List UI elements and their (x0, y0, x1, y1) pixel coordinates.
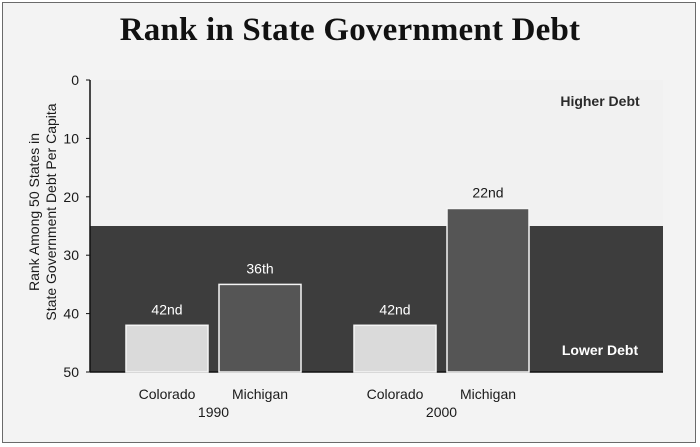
x-category-label: Michigan (232, 386, 288, 402)
y-tick-label: 50 (63, 364, 79, 380)
bar-colorado-1990 (125, 324, 209, 373)
higher-debt-region (90, 80, 663, 226)
y-tick-label: 0 (71, 72, 79, 88)
x-group-label: 1990 (198, 404, 229, 420)
bar-michigan-1990 (218, 283, 302, 373)
x-group-label: 2000 (426, 404, 457, 420)
bar-data-label: 42nd (379, 301, 410, 317)
bar-colorado-2000 (353, 324, 437, 373)
bar-michigan-2000 (446, 207, 530, 373)
bar-data-label: 22nd (472, 184, 503, 200)
y-tick-label: 30 (63, 247, 79, 263)
bar-data-label: 42nd (151, 301, 182, 317)
y-tick-label: 10 (63, 130, 79, 146)
y-tick-label: 40 (63, 306, 79, 322)
lower-debt-label: Lower Debt (562, 342, 639, 358)
higher-debt-label: Higher Debt (560, 93, 640, 109)
x-category-label: Colorado (367, 386, 424, 402)
y-tick-label: 20 (63, 189, 79, 205)
bar-data-label: 36th (246, 260, 273, 276)
x-category-label: Michigan (460, 386, 516, 402)
x-category-label: Colorado (139, 386, 196, 402)
chart-title: Rank in State Government Debt (119, 12, 581, 48)
